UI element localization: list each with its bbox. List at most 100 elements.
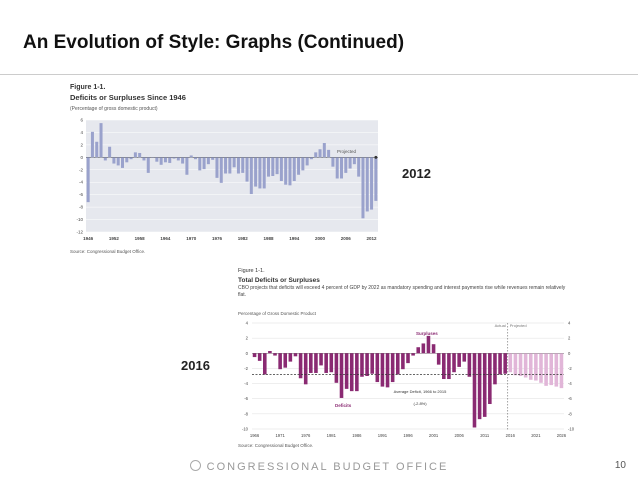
chart1-y-tick-label: -2 [79, 167, 83, 172]
chart1-bar [271, 157, 275, 176]
chart2-bar [319, 353, 323, 366]
chart2-bar [426, 335, 431, 354]
chart1-x-tick-label: 2006 [341, 236, 352, 241]
chart1-x-tick-label: 2000 [315, 236, 326, 241]
chart1-bar [120, 157, 125, 168]
chart2-bar [431, 344, 436, 354]
chart2-x-tick-label: 2011 [480, 433, 490, 438]
chart1-bar [301, 157, 305, 171]
chart2-bar [452, 353, 456, 373]
chart1-bar [228, 157, 232, 174]
chart1-bar [279, 157, 283, 181]
chart1-bar [198, 157, 202, 171]
chart2-bar [324, 353, 328, 373]
chart1-bar [108, 146, 112, 158]
chart1-bar [146, 157, 150, 173]
chart2-x-tick-label: 1981 [327, 433, 337, 438]
chart1-y-tick-label: 2 [80, 142, 83, 147]
chart1-bar [168, 157, 172, 163]
chart1-y-tick-label: -6 [79, 192, 83, 197]
chart1-x-tick-label: 1946 [83, 236, 94, 241]
chart2-surpluses-label: Surpluses [416, 331, 438, 336]
chart1-bar [314, 152, 318, 158]
chart1-bar [224, 157, 228, 174]
chart1-bar [116, 157, 120, 166]
year-label-2016: 2016 [181, 358, 210, 373]
chart1-bar [374, 157, 378, 201]
chart1-bar [142, 157, 146, 161]
chart2-y-tick-label-left: -10 [242, 427, 249, 432]
chart1-bar [361, 157, 365, 219]
chart2-y-tick-label-right: -8 [568, 411, 572, 416]
chart2-y-tick-label-left: 2 [246, 336, 249, 341]
chart2-bar [390, 353, 395, 383]
chart1-x-tick-label: 1994 [289, 236, 300, 241]
chart2-bar [411, 353, 415, 356]
chart1-bar [297, 157, 301, 175]
chart2-y-tick-label-left: 4 [246, 321, 249, 326]
chart1-bar [284, 157, 288, 185]
chart2-bar [554, 353, 559, 387]
chart1-x-tick-label: 1958 [135, 236, 146, 241]
chart1-bar [232, 157, 236, 168]
chart2-y-tick-label-right: 0 [568, 351, 571, 356]
chart1-bar [211, 157, 215, 160]
chart1-bar [159, 157, 163, 165]
chart2-bar [503, 353, 507, 374]
chart1-bar [112, 157, 116, 164]
chart1-plot-area [86, 120, 378, 232]
chart1-bar [99, 123, 103, 158]
chart2-bar [339, 353, 344, 398]
chart2-bar [334, 353, 339, 383]
chart2-x-tick-label: 1991 [378, 433, 388, 438]
chart2-y-tick-label-left: 0 [246, 351, 249, 356]
chart1-bar [249, 157, 253, 195]
chart2-bar [303, 353, 308, 385]
chart2-x-tick-label: 1996 [403, 433, 413, 438]
chart1-bar [215, 157, 219, 178]
chart1-bar [202, 157, 206, 170]
chart1-bar [288, 157, 292, 186]
chart1-y-tick-label: -10 [76, 217, 83, 222]
chart1-bar [339, 157, 344, 179]
chart1-subtitle: (Percentage of gross domestic product) [70, 106, 158, 112]
chart2-y-tick-label-right: 2 [568, 336, 571, 341]
chart2-bar [401, 353, 405, 370]
chart-2012: Figure 1-1. Deficits or Surpluses Since … [70, 84, 378, 254]
chart2-bar [528, 353, 533, 380]
chart1-bar [185, 157, 189, 175]
chart2-bar [477, 353, 482, 420]
chart1-bar [95, 141, 99, 158]
chart1-bar [275, 157, 279, 175]
chart2-bar [523, 353, 528, 378]
chart1-x-tick-label: 1970 [186, 236, 197, 241]
chart1-x-tick-label: 2012 [367, 236, 378, 241]
chart1-bar [206, 157, 210, 165]
footer: CONGRESSIONAL BUDGET OFFICE [0, 460, 638, 473]
chart1-bar [189, 155, 193, 158]
chart2-description: CBO projects that deficits will exceed 4… [238, 285, 566, 298]
chart1-x-tick-label: 1976 [212, 236, 223, 241]
slide-title: An Evolution of Style: Graphs (Continued… [23, 32, 405, 53]
chart2-bar [493, 353, 497, 385]
chart2-bar [539, 353, 543, 383]
chart2-x-tick-label: 2021 [531, 433, 541, 438]
chart1-projected-label: Projected [337, 149, 357, 154]
chart2-bar [467, 353, 472, 377]
chart2-bar [293, 353, 298, 357]
chart2-bar [329, 353, 334, 373]
chart2-bar [442, 353, 446, 380]
chart1-bar [155, 157, 159, 162]
chart1-bar [138, 152, 142, 158]
chart1-bar [322, 143, 326, 158]
chart1-source: Source: Congressional Budget Office. [70, 249, 145, 254]
footer-org: CONGRESSIONAL BUDGET OFFICE [206, 461, 449, 473]
chart1-bar [266, 157, 271, 177]
chart2-bar [544, 353, 548, 386]
chart2-x-tick-label: 1976 [301, 433, 311, 438]
chart2-bar [349, 353, 354, 392]
chart2-bar [436, 353, 441, 365]
chart1-bar [241, 157, 245, 173]
chart2-deficits-label: Deficits [335, 403, 352, 408]
chart1-bar [370, 157, 374, 210]
